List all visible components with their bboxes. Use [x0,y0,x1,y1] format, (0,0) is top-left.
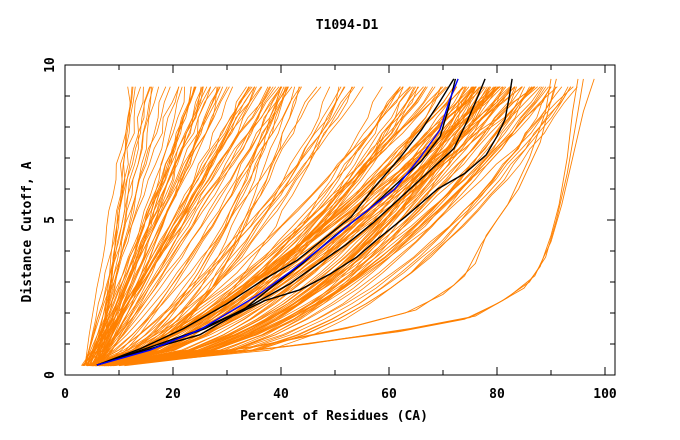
x-tick-label: 100 [593,387,617,402]
background-curve-steep-left [88,86,160,366]
background-curve-steep-left [93,86,274,366]
background-curve-middle [87,86,428,367]
background-curve-middle [104,86,318,367]
background-curve-steep-left [90,86,263,366]
background-curve-right-band [95,86,481,367]
background-curve-middle [98,86,447,367]
background-curve-middle [86,86,322,367]
background-curve-right-band [95,86,558,367]
background-curve-middle [88,86,364,367]
curves-layer [81,78,595,367]
background-curve-right-band [111,86,516,367]
x-tick-label: 40 [273,387,289,402]
background-curve-middle [90,86,499,367]
background-curve-right-band [110,86,466,367]
reference-curve-black-4 [96,78,513,366]
chart-title: T1094-D1 [316,18,379,33]
background-curve-steep-left [97,86,247,366]
background-curve-right-band [96,86,572,367]
background-curve-middle [99,86,496,367]
background-curve-middle [90,86,356,367]
background-curve-right-band [109,86,552,367]
highlight-curve-blue [96,78,459,366]
background-curve-middle [100,86,331,367]
x-axis-label: Percent of Residues (CA) [240,409,428,424]
axis-ticks: 0 20 40 60 80 100 0 5 10 [43,57,617,402]
y-tick-label: 5 [43,216,58,224]
background-curve-right-band [111,86,486,367]
background-curve-right-band [108,86,517,367]
background-curve-middle [87,86,283,367]
background-curve-steep-left [102,86,234,366]
background-curve-steep-left [89,86,208,366]
background-curve-steep-left [82,86,272,366]
background-curve-steep-left [85,86,152,366]
background-curve-middle [93,86,345,367]
background-curve-middle [91,86,285,367]
background-curve-right-band [105,86,544,367]
background-curve-middle [105,86,296,367]
background-curve-right-band [107,86,476,367]
background-curve-steep-left [83,86,180,366]
background-curve-right-band [92,86,476,367]
background-curve-middle [103,86,420,367]
background-curve-lower-4 [108,78,557,367]
background-curve-middle [107,86,302,367]
background-curve-middle [95,86,535,367]
background-curve-steep-left [96,86,133,366]
background-curve-steep-left [97,86,262,366]
background-curve-middle [93,86,505,367]
background-curve-steep-left [86,86,197,366]
background-curve-steep-left [99,86,185,366]
background-curve-middle [93,86,465,367]
reference-curve-black-3 [96,78,486,366]
y-tick-label: 0 [43,371,58,379]
background-curve-right-band [107,86,547,367]
x-tick-label: 20 [165,387,181,402]
background-curve-right-band [109,86,557,367]
background-curve-steep-left [97,86,211,366]
background-curve-steep-left [96,86,196,366]
background-curve-middle [106,86,289,367]
background-curve-right-band [106,86,474,367]
reference-curve-black-1 [96,78,455,366]
background-curve-middle [107,86,353,367]
background-curve-right-band [92,86,534,367]
background-curve-middle [101,86,492,367]
y-axis-label: Distance Cutoff, A [20,161,35,302]
background-curve-middle [100,86,483,367]
background-curve-right-band [109,86,497,367]
background-curve-right-band [104,86,552,367]
background-curve-middle [89,86,301,367]
x-tick-label: 0 [61,387,69,402]
background-curve-middle [105,86,477,367]
background-curve-lower-3 [124,78,595,367]
background-curve-middle [104,86,404,367]
y-tick-label: 10 [43,57,58,73]
background-curve-middle [96,86,434,367]
background-curve-right-band [108,86,569,367]
background-curve-middle [99,86,442,367]
background-curve-right-band [104,86,536,367]
background-curve-steep-left [100,86,221,366]
background-curve-middle [88,86,288,367]
x-tick-label: 80 [489,387,505,402]
background-curve-lower-5 [110,78,552,367]
x-tick-label: 60 [381,387,397,402]
background-curve-middle [86,86,507,367]
